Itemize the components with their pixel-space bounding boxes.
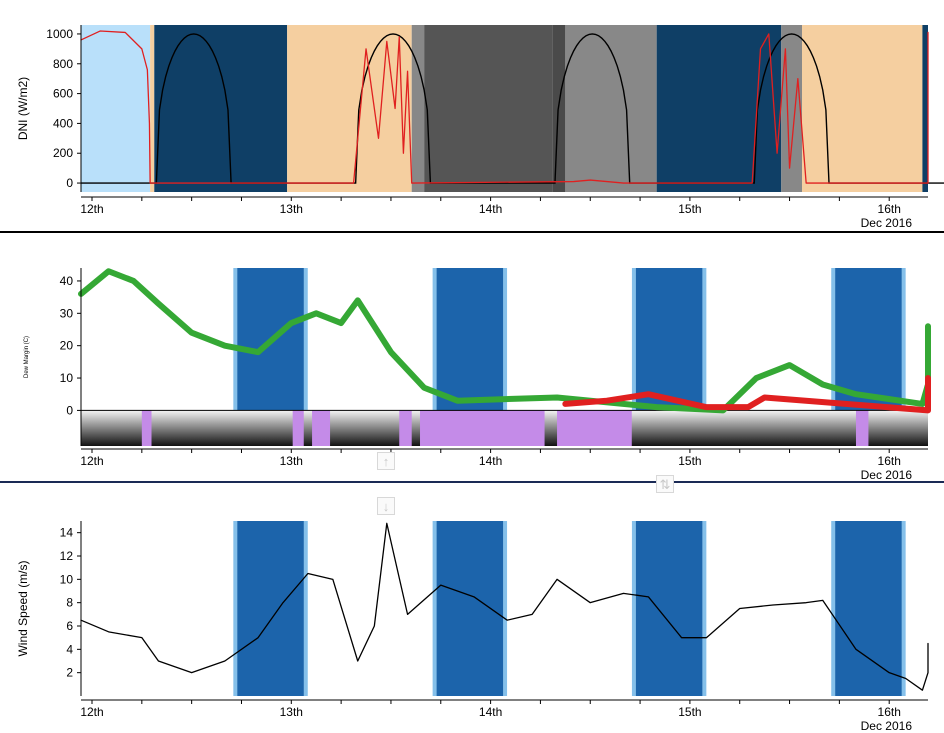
x-tick-label: 15th: [678, 202, 701, 216]
y-axis-label: DNI (W/m2): [16, 77, 30, 140]
y-tick-label: 200: [53, 146, 73, 160]
chart-panel-2: 0 10 20 30 40 Dew Margin (C) 12th 13th 14th 15th 1…: [24, 268, 931, 482]
y-tick-label: 14: [60, 526, 74, 540]
y-tick-label: 40: [60, 274, 74, 288]
y-tick-label: 400: [53, 116, 73, 130]
x-tick-label: 13th: [280, 454, 303, 468]
y-tick-label: 4: [66, 642, 73, 656]
alert-band: [420, 410, 545, 446]
x-tick-label: 15th: [678, 454, 701, 468]
y-tick-label: 30: [60, 306, 74, 320]
alert-band: [292, 410, 304, 446]
x-tick-label: 14th: [479, 454, 502, 468]
band: [802, 25, 923, 192]
alert-band: [141, 410, 152, 446]
y-tick-label: 6: [66, 619, 73, 633]
y-tick-label: 0: [66, 403, 73, 417]
x-tick-label: 16th: [878, 202, 901, 216]
x-tick-label: 14th: [479, 705, 502, 719]
x-tick-label: 13th: [280, 202, 303, 216]
y-tick-label: 12: [60, 549, 74, 563]
clear-sky-line: [81, 33, 944, 184]
alert-band: [855, 410, 869, 446]
band: [436, 521, 504, 696]
band: [922, 25, 928, 192]
band: [781, 25, 803, 192]
band: [635, 521, 703, 696]
x-corner-label: Dec 2016: [861, 468, 913, 482]
wind-line: [80, 522, 929, 691]
y-tick-label: 10: [60, 572, 74, 586]
band: [81, 25, 151, 192]
y-tick-label: 800: [53, 57, 73, 71]
alert-band: [557, 410, 632, 446]
band: [154, 25, 288, 192]
move-down-icon[interactable]: ↓: [377, 497, 395, 515]
y-tick-label: 600: [53, 87, 73, 101]
y-tick-label: 20: [60, 339, 74, 353]
band: [287, 25, 412, 192]
x-tick-label: 12th: [80, 705, 103, 719]
x-corner-label: Dec 2016: [861, 719, 913, 733]
resize-icon[interactable]: ⇅: [656, 475, 674, 493]
band: [237, 521, 304, 696]
band: [411, 25, 425, 192]
y-tick-label: 1000: [46, 27, 73, 41]
y-tick-label: 10: [60, 371, 74, 385]
alert-band: [399, 410, 412, 446]
y-axis-label: Dew Margin (C): [24, 336, 30, 378]
x-tick-label: 13th: [280, 705, 303, 719]
band: [424, 25, 553, 192]
y-tick-label: 8: [66, 596, 73, 610]
x-tick-label: 16th: [878, 454, 901, 468]
y-tick-label: 2: [66, 666, 73, 680]
chart-panel-1: 0 200 400 600 800 1000 DNI (W/m2) 12th 13th 14th 1…: [16, 25, 944, 230]
dew-margin-line: [78, 268, 931, 414]
band: [552, 25, 566, 192]
x-tick-label: 15th: [678, 705, 701, 719]
x-tick-label: 12th: [80, 202, 103, 216]
x-tick-label: 12th: [80, 454, 103, 468]
measured-line: [80, 30, 929, 184]
band: [835, 521, 902, 696]
alert-band: [312, 410, 331, 446]
x-corner-label: Dec 2016: [861, 216, 913, 230]
move-up-icon[interactable]: ↑: [377, 452, 395, 470]
y-axis-label: Wind Speed (m/s): [16, 560, 30, 656]
band: [565, 25, 657, 192]
y-tick-label: 0: [66, 176, 73, 190]
x-tick-label: 14th: [479, 202, 502, 216]
chart-panel-3: 2 4 6 8 10 12 14 Wind Speed (m/s) 12th 13th 14th 15…: [16, 521, 929, 733]
low-margin-line: [562, 375, 931, 414]
band: [656, 25, 782, 192]
x-tick-label: 16th: [878, 705, 901, 719]
band: [150, 25, 155, 192]
